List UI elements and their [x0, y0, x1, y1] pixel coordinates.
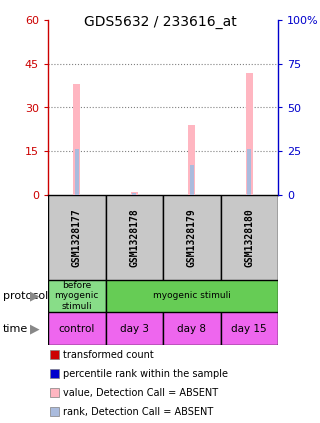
Text: GDS5632 / 233616_at: GDS5632 / 233616_at [84, 15, 236, 29]
Bar [245, 72, 253, 195]
Bar [220, 195, 278, 280]
Text: GSM1328178: GSM1328178 [129, 208, 139, 267]
Bar [48, 312, 106, 345]
Bar [106, 195, 163, 280]
Text: ▶: ▶ [30, 322, 40, 335]
Bar [75, 149, 79, 195]
Bar [220, 312, 278, 345]
Bar [131, 192, 138, 195]
Bar [247, 149, 251, 195]
Text: percentile rank within the sample: percentile rank within the sample [63, 368, 228, 379]
Bar [188, 125, 196, 195]
Bar [73, 84, 81, 195]
Text: before
myogenic
stimuli: before myogenic stimuli [55, 281, 99, 311]
Text: day 3: day 3 [120, 324, 149, 333]
Bar [106, 312, 163, 345]
Bar [48, 280, 106, 312]
Text: GSM1328179: GSM1328179 [187, 208, 197, 267]
Text: day 8: day 8 [177, 324, 206, 333]
Text: ▶: ▶ [30, 289, 40, 302]
Text: transformed count: transformed count [63, 349, 154, 360]
Text: control: control [59, 324, 95, 333]
Text: GSM1328177: GSM1328177 [72, 208, 82, 267]
Bar [190, 165, 194, 195]
Bar [163, 312, 220, 345]
Text: day 15: day 15 [231, 324, 267, 333]
Text: value, Detection Call = ABSENT: value, Detection Call = ABSENT [63, 387, 218, 398]
Text: protocol: protocol [3, 291, 48, 301]
Bar [163, 195, 220, 280]
Bar [48, 195, 106, 280]
Text: time: time [3, 324, 28, 333]
Text: rank, Detection Call = ABSENT: rank, Detection Call = ABSENT [63, 407, 213, 417]
Text: myogenic stimuli: myogenic stimuli [153, 291, 231, 300]
Bar [132, 193, 136, 195]
Bar [106, 280, 278, 312]
Text: GSM1328180: GSM1328180 [244, 208, 254, 267]
